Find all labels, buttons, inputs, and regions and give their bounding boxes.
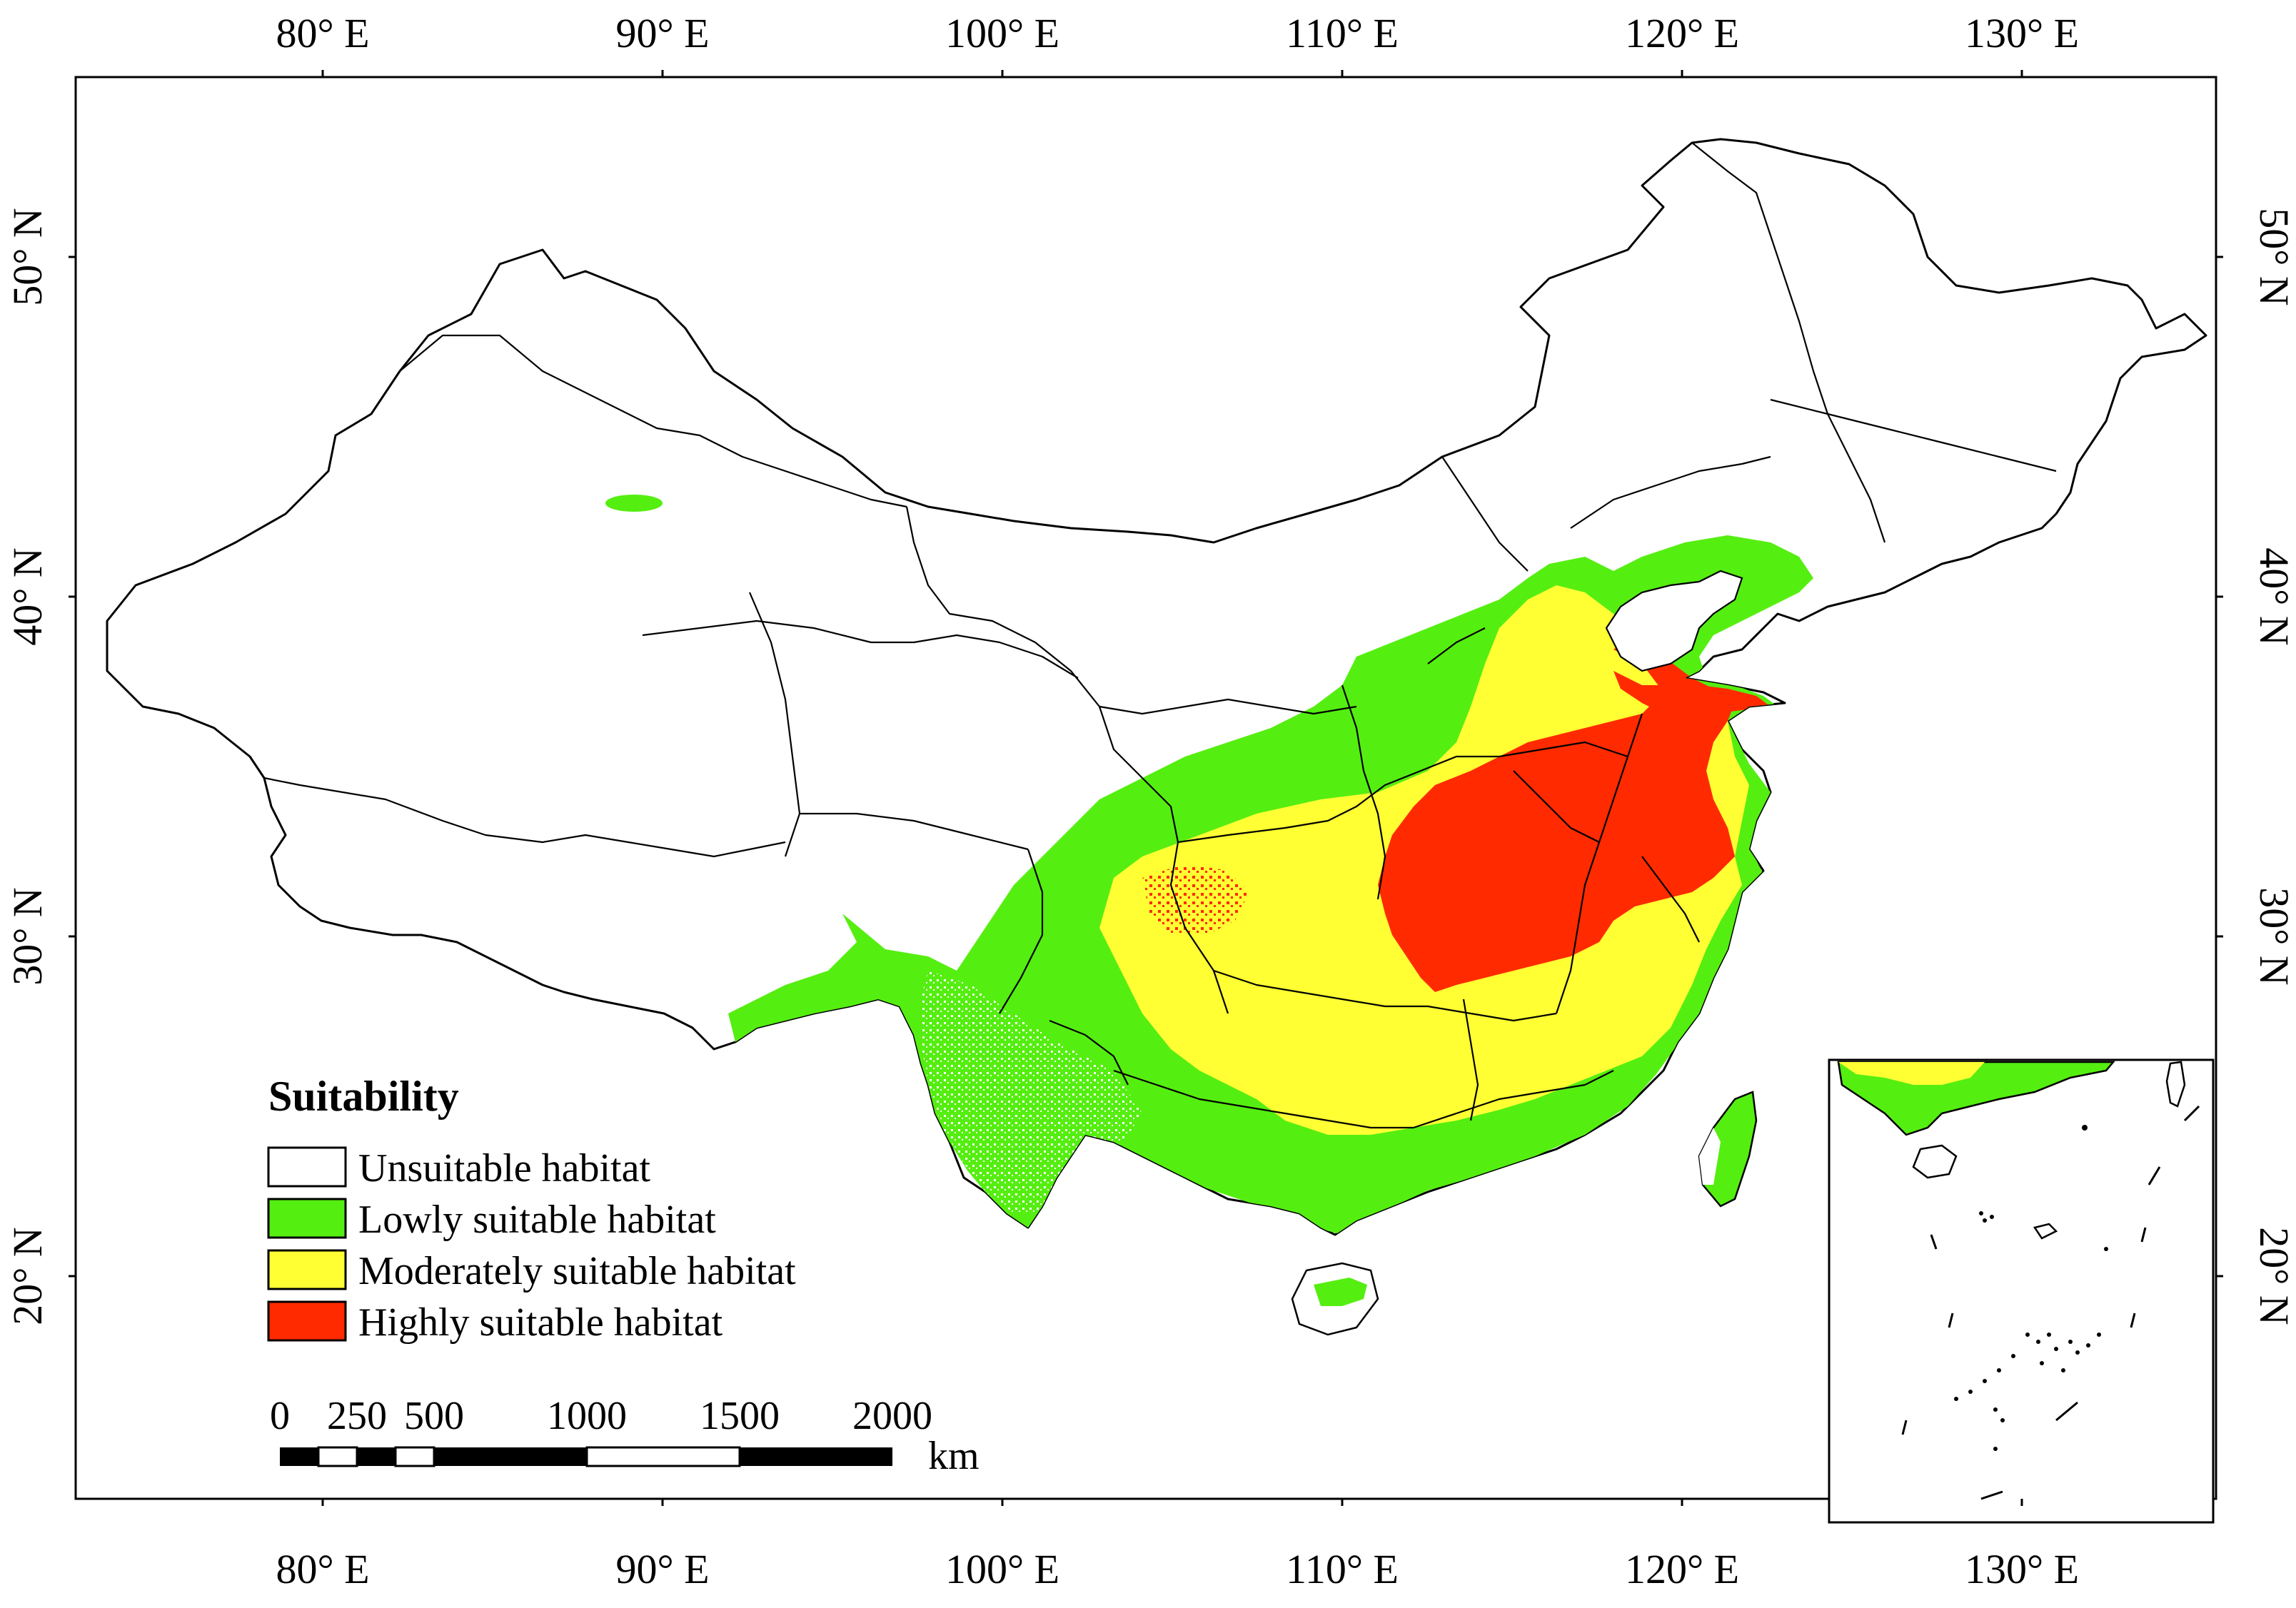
lon-label-top-100: 100° E (945, 10, 1059, 56)
latitude-ticks (69, 256, 2223, 1278)
bohai-sea (1605, 570, 1743, 672)
legend-label-unsuitable: Unsuitable habitat (358, 1146, 650, 1190)
left-latitude-labels: 50° N 40° N 30° N 20° N (4, 208, 51, 1325)
lat-label-right-20: 20° N (2251, 1227, 2296, 1325)
taiwan-west-white (1699, 1128, 1721, 1185)
lat-label-left-20: 20° N (4, 1227, 51, 1325)
hainan-green (1314, 1278, 1367, 1306)
inset-island-dot (1990, 1215, 1994, 1219)
inset-mainland-yellow (1838, 1062, 1985, 1085)
scale-tick-1500: 1500 (700, 1394, 780, 1438)
scale-bar: 0 250 500 1000 1500 2000 km (270, 1394, 980, 1478)
scale-tick-1000: 1000 (547, 1394, 627, 1438)
right-latitude-labels: 50° N 40° N 30° N 20° N (2251, 208, 2296, 1325)
lat-label-right-40: 40° N (2251, 547, 2296, 646)
lon-label-bottom-90: 90° E (615, 1546, 709, 1592)
scale-tick-500: 500 (404, 1394, 464, 1438)
inset-hainan (1912, 1144, 1958, 1179)
bottom-longitude-labels: 80° E 90° E 100° E 110° E 120° E 130° E (276, 1546, 2079, 1592)
inset-spratly-dots (1954, 1333, 2101, 1451)
lon-label-top-120: 120° E (1625, 10, 1739, 56)
scale-tick-2000: 2000 (852, 1394, 932, 1438)
legend-swatch-high (267, 1300, 347, 1342)
lon-label-bottom-130: 130° E (1965, 1546, 2079, 1592)
inset-frame (1828, 1058, 2215, 1524)
legend-label-moderate: Moderately suitable habitat (358, 1249, 796, 1293)
lon-label-top-90: 90° E (615, 10, 709, 56)
inset-taiwan (2165, 1061, 2186, 1108)
nine-dash-line (1901, 1105, 2200, 1500)
coastal-red-strip (1613, 671, 1771, 721)
legend-swatch-unsuitable (267, 1146, 347, 1188)
scale-tick-0: 0 (270, 1394, 290, 1438)
tianshan-green-patch (605, 495, 663, 512)
inset-island-dot (2082, 1125, 2088, 1131)
legend-swatch-moderate (267, 1249, 347, 1290)
inset-island-dot (1983, 1218, 1987, 1223)
longitude-ticks (321, 70, 2023, 1506)
lon-label-top-130: 130° E (1965, 10, 2079, 56)
lat-label-left-30: 30° N (4, 887, 51, 986)
inset-island (2033, 1223, 2058, 1240)
lon-label-bottom-80: 80° E (276, 1546, 369, 1592)
lat-label-left-50: 50° N (4, 208, 51, 306)
legend: Suitability Unsuitable habitat Lowly sui… (267, 1073, 796, 1345)
lon-label-bottom-100: 100° E (945, 1546, 1059, 1592)
inset-island-dot (1979, 1211, 1983, 1215)
sichuan-speckle (1142, 864, 1249, 935)
legend-label-high: Highly suitable habitat (358, 1300, 723, 1345)
scale-tick-250: 250 (327, 1394, 387, 1438)
lat-label-left-40: 40° N (4, 547, 51, 646)
legend-label-low: Lowly suitable habitat (358, 1198, 716, 1242)
inset-island-dot (2104, 1247, 2108, 1251)
top-longitude-labels: 80° E 90° E 100° E 110° E 120° E 130° E (276, 10, 2079, 56)
lat-label-right-50: 50° N (2251, 208, 2296, 306)
province-borders (263, 142, 2057, 1129)
lon-label-bottom-120: 120° E (1625, 1546, 1739, 1592)
legend-swatch-low (267, 1198, 347, 1239)
lon-label-bottom-110: 110° E (1286, 1546, 1399, 1592)
lat-label-right-30: 30° N (2251, 887, 2296, 986)
scale-unit: km (928, 1434, 980, 1478)
south-china-sea-inset (1828, 1058, 2215, 1524)
lon-label-top-110: 110° E (1286, 10, 1399, 56)
legend-title: Suitability (268, 1073, 459, 1120)
lon-label-top-80: 80° E (276, 10, 369, 56)
